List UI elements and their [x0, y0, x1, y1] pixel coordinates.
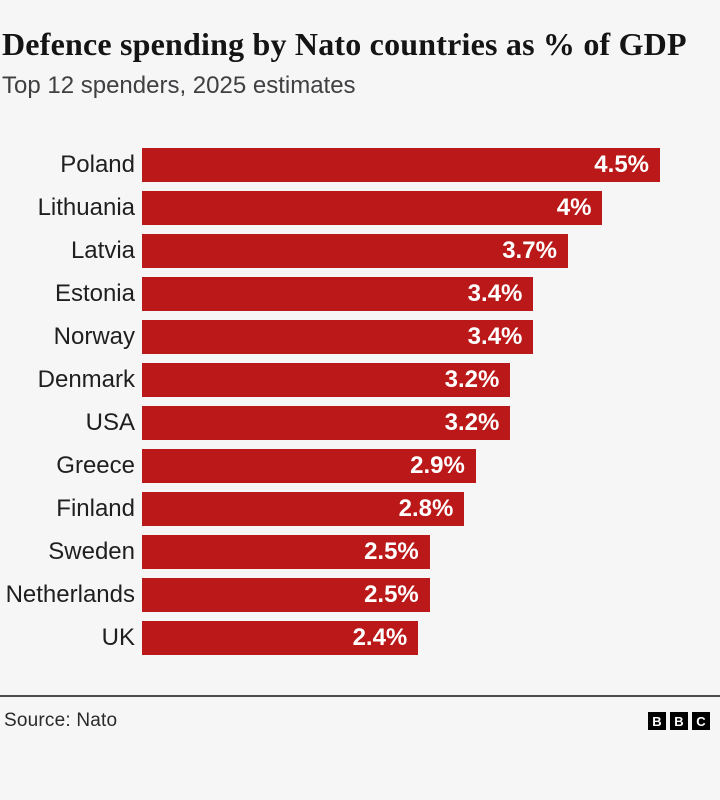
bar-track: 4.5%	[142, 148, 660, 182]
bar-track: 2.8%	[142, 492, 660, 526]
bar-category-label: USA	[85, 409, 135, 436]
bar: 4%	[142, 191, 603, 225]
bar-track: 2.9%	[142, 449, 660, 483]
bar: 2.9%	[142, 449, 476, 483]
bar-category-label: UK	[101, 624, 135, 651]
chart-rows: Poland 4.5% Lithuania 4% Latvia 3.7% Estonia 3.…	[2, 148, 718, 655]
chart-row: Lithuania 4%	[2, 191, 718, 225]
bbc-logo-block: C	[692, 712, 710, 730]
bar-category-label: Netherlands	[5, 581, 135, 608]
bar-category-label: Greece	[56, 452, 135, 479]
bar-value-label: 4%	[556, 194, 592, 221]
bar-track: 2.5%	[142, 578, 660, 612]
bar-value-label: 4.5%	[594, 151, 649, 178]
bar-value-label: 2.5%	[364, 538, 419, 565]
bbc-logo-block: B	[670, 712, 688, 730]
bar: 3.7%	[142, 234, 568, 268]
bar-track: 2.5%	[142, 535, 660, 569]
chart-title: Defence spending by Nato countries as % …	[2, 26, 687, 62]
bar-category-label: Sweden	[48, 538, 135, 565]
bar-category-label: Lithuania	[37, 194, 135, 221]
bar-category-label: Estonia	[54, 280, 135, 307]
bar: 2.4%	[142, 621, 419, 655]
bar-value-label: 3.7%	[502, 237, 557, 264]
bar-category-label: Norway	[53, 323, 135, 350]
bar-value-label: 3.2%	[444, 409, 500, 436]
bar-track: 4%	[142, 191, 660, 225]
bar-chart: Poland 4.5% Lithuania 4% Latvia 3.7% Estonia 3.…	[2, 148, 718, 655]
chart-row: USA 3.2%	[2, 406, 718, 440]
bar: 2.8%	[142, 492, 465, 526]
bar-value-label: 2.8%	[398, 495, 454, 522]
chart-row: Finland 2.8%	[2, 492, 718, 526]
bbc-logo-block: B	[648, 712, 666, 730]
chart-row: UK 2.4%	[2, 621, 718, 655]
chart-row: Greece 2.9%	[2, 449, 718, 483]
bar-value-label: 2.5%	[364, 581, 419, 608]
bar-value-label: 2.4%	[352, 624, 408, 651]
chart-row: Denmark 3.2%	[2, 363, 718, 397]
chart-row: Sweden 2.5%	[2, 535, 718, 569]
chart-subtitle: Top 12 spenders, 2025 estimates	[2, 72, 356, 99]
bar-track: 3.7%	[142, 234, 660, 268]
chart-row: Latvia 3.7%	[2, 234, 718, 268]
bar-track: 3.2%	[142, 406, 660, 440]
chart-row: Poland 4.5%	[2, 148, 718, 182]
bar-track: 2.4%	[142, 621, 660, 655]
bar-track: 3.2%	[142, 363, 660, 397]
bar: 4.5%	[142, 148, 660, 182]
bar: 3.2%	[142, 406, 511, 440]
bar: 3.4%	[142, 277, 534, 311]
chart-row: Netherlands 2.5%	[2, 578, 718, 612]
bar-category-label: Poland	[60, 151, 135, 178]
bar-category-label: Finland	[56, 495, 135, 522]
chart-row: Estonia 3.4%	[2, 277, 718, 311]
chart-row: Norway 3.4%	[2, 320, 718, 354]
source-note: Source: Nato	[4, 710, 118, 731]
bar-value-label: 2.9%	[410, 452, 465, 479]
bar-value-label: 3.4%	[467, 323, 523, 350]
bar: 3.2%	[142, 363, 511, 397]
bar-track: 3.4%	[142, 320, 660, 354]
bar: 2.5%	[142, 578, 430, 612]
bar-category-label: Denmark	[37, 366, 135, 393]
bar-value-label: 3.4%	[467, 280, 523, 307]
bar-track: 3.4%	[142, 277, 660, 311]
bar-value-label: 3.2%	[444, 366, 500, 393]
bar-category-label: Latvia	[70, 237, 135, 264]
bar: 2.5%	[142, 535, 430, 569]
bar: 3.4%	[142, 320, 534, 354]
